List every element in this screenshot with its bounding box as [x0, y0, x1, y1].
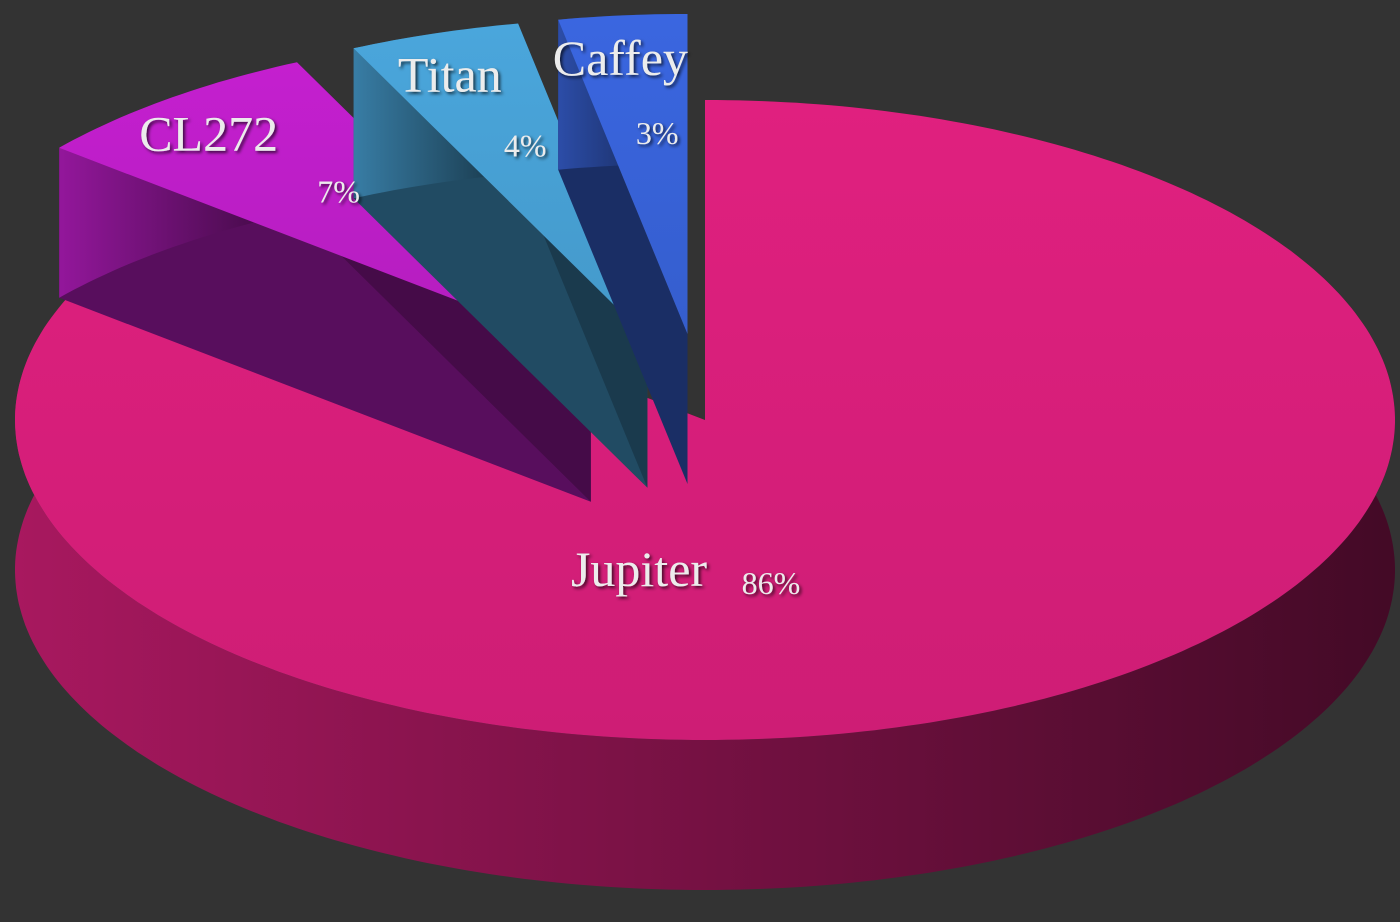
slice-label: Titan: [398, 46, 502, 102]
slice: [353, 23, 648, 488]
value-label: 7%: [317, 173, 360, 209]
slice-top: [15, 100, 1395, 740]
value-label: 86%: [742, 565, 801, 601]
slice-label: Caffey: [553, 30, 688, 86]
slice-top: [353, 23, 648, 338]
slice-label: Jupiter: [571, 541, 707, 597]
slice: [558, 14, 688, 484]
value-label: 3%: [636, 115, 679, 151]
pie: [15, 14, 1395, 890]
slice-label: CL272: [139, 106, 278, 162]
slice-top: [558, 14, 688, 334]
value-label: 4%: [504, 127, 547, 163]
